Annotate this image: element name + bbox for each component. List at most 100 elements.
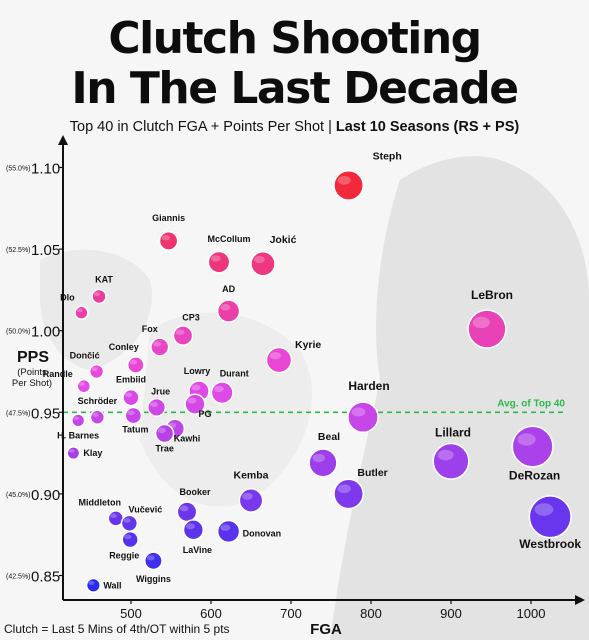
footnote: Clutch = Last 5 Mins of 4th/OT within 5 … bbox=[4, 622, 230, 636]
point-pg bbox=[184, 393, 206, 415]
y-tick-pct-label: (50.0%) bbox=[6, 329, 31, 336]
point-highlight bbox=[73, 416, 80, 421]
point-wiggins bbox=[143, 551, 163, 571]
point-highlight bbox=[68, 449, 75, 453]
y-tick-label: 0.90 bbox=[31, 487, 60, 504]
x-tick-label: 800 bbox=[360, 606, 382, 621]
point-highlight bbox=[312, 453, 326, 463]
point-label-donovan: Donovan bbox=[243, 528, 282, 538]
y-axis-subtitle: Per Shot) bbox=[12, 378, 52, 389]
point-label-schr-der: Schröder bbox=[78, 396, 118, 406]
point-highlight bbox=[150, 401, 158, 407]
y-tick-label: 0.85 bbox=[31, 569, 60, 586]
point-label-kawhi: Kawhi bbox=[174, 434, 201, 444]
point-highlight bbox=[351, 407, 366, 417]
point-highlight bbox=[76, 308, 83, 313]
point-donovan bbox=[216, 519, 241, 544]
point-highlight bbox=[175, 329, 185, 336]
point-highlight bbox=[191, 384, 201, 391]
point-tatum bbox=[124, 406, 143, 425]
y-tick-pct-label: (55.0%) bbox=[6, 165, 31, 172]
point-label-randle: Randle bbox=[43, 369, 73, 379]
point-label-giannis: Giannis bbox=[152, 213, 185, 223]
point-vu-evi- bbox=[120, 514, 139, 532]
point-highlight bbox=[124, 534, 132, 540]
x-tick-label: 1000 bbox=[517, 606, 546, 621]
x-tick-label: 600 bbox=[200, 606, 222, 621]
point-randle bbox=[76, 378, 92, 394]
point-booker bbox=[176, 501, 198, 523]
point-highlight bbox=[214, 385, 224, 393]
y-tick-label: 0.95 bbox=[31, 405, 60, 422]
point-don-i- bbox=[88, 363, 105, 380]
point-label-butler: Butler bbox=[357, 467, 387, 479]
point-label-vu-evi-: Vučević bbox=[129, 504, 163, 514]
x-axis-arrow bbox=[575, 595, 585, 605]
point-conley bbox=[126, 356, 145, 374]
point-harden bbox=[347, 401, 379, 434]
point-beal bbox=[308, 448, 338, 478]
x-tick-label: 900 bbox=[440, 606, 462, 621]
point-label-kat: KAT bbox=[95, 274, 113, 284]
x-tick-label: 500 bbox=[120, 606, 142, 621]
point-label-lillard: Lillard bbox=[435, 425, 471, 439]
point-highlight bbox=[127, 410, 135, 416]
point-label-joki-: Jokić bbox=[270, 234, 297, 246]
point-highlight bbox=[91, 367, 98, 372]
point-steph bbox=[333, 170, 365, 201]
point-lebron bbox=[467, 309, 507, 349]
point-h-barnes bbox=[71, 413, 86, 428]
point-joki- bbox=[250, 251, 276, 277]
point-ad bbox=[216, 299, 241, 323]
point-highlight bbox=[125, 392, 133, 398]
point-trae bbox=[154, 423, 175, 444]
point-highlight bbox=[269, 351, 281, 360]
subtitle: Top 40 in Clutch FGA + Points Per Shot |… bbox=[0, 119, 589, 135]
point-kemba bbox=[238, 488, 264, 513]
axes-layer: Avg. of Top 40 0.85(42.5%) 0.90(45.0%) 0.95… bbox=[6, 135, 585, 638]
point-highlight bbox=[187, 397, 197, 404]
x-tick-label: 700 bbox=[280, 606, 302, 621]
point-highlight bbox=[437, 449, 454, 461]
point-label-lebron: LeBron bbox=[471, 288, 513, 302]
point-label-fox: Fox bbox=[142, 324, 158, 334]
point-highlight bbox=[92, 412, 99, 417]
point-highlight bbox=[253, 255, 265, 264]
point-label-beal: Beal bbox=[318, 431, 340, 443]
point-highlight bbox=[153, 341, 162, 347]
point-label-lowry: Lowry bbox=[184, 366, 211, 376]
point-giannis bbox=[158, 231, 179, 251]
point-label-booker: Booker bbox=[179, 487, 211, 497]
point-highlight bbox=[220, 524, 231, 531]
y-tick-label: 1.10 bbox=[31, 160, 60, 177]
point-label-ad: AD bbox=[222, 284, 235, 294]
y-tick-label: 1.00 bbox=[31, 324, 60, 341]
point-label-h-barnes: H. Barnes bbox=[57, 430, 99, 440]
point-wall bbox=[85, 577, 101, 593]
point-label-middleton: Middleton bbox=[79, 497, 122, 507]
point-highlight bbox=[78, 381, 85, 386]
point-highlight bbox=[88, 580, 95, 585]
point-label-embiid: Embiid bbox=[116, 375, 146, 385]
point-reggie bbox=[121, 530, 139, 549]
point-cp3 bbox=[172, 325, 194, 346]
point-highlight bbox=[210, 255, 221, 262]
point-label-steph: Steph bbox=[373, 150, 402, 162]
point-fox bbox=[150, 337, 170, 357]
point-highlight bbox=[110, 513, 117, 519]
point-label-dlo: Dlo bbox=[60, 293, 75, 303]
point-label-conley: Conley bbox=[109, 342, 139, 352]
y-axis-title: PPS bbox=[17, 349, 49, 366]
point-label-kyrie: Kyrie bbox=[295, 339, 321, 351]
point-label-derozan: DeRozan bbox=[509, 469, 560, 483]
point-jrue bbox=[147, 397, 167, 417]
point-label-wiggins: Wiggins bbox=[136, 574, 171, 584]
subtitle-bold: Last 10 Seasons (RS + PS) bbox=[335, 119, 520, 135]
point-highlight bbox=[337, 484, 351, 494]
point-label-mccollum: McCollum bbox=[207, 234, 250, 244]
y-tick-pct-label: (42.5%) bbox=[6, 574, 31, 581]
subtitle-plain: Top 40 in Clutch FGA + Points Per Shot | bbox=[69, 119, 336, 135]
point-label-westbrook: Westbrook bbox=[519, 537, 581, 551]
point-label-reggie: Reggie bbox=[109, 551, 139, 561]
